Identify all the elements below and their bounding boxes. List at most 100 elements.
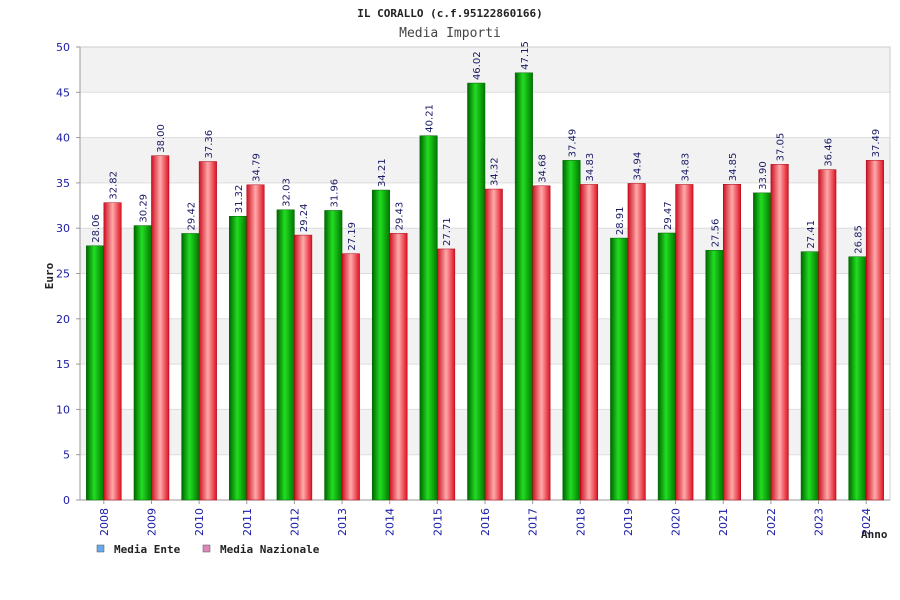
bar-media-nazionale xyxy=(722,184,741,501)
data-label: 37.05 xyxy=(776,133,787,162)
x-tick-label: 2023 xyxy=(813,508,826,536)
x-tick-label: 2008 xyxy=(98,508,111,536)
bar-media-ente xyxy=(848,256,867,501)
bar-media-nazionale xyxy=(341,253,360,501)
data-label: 37.49 xyxy=(568,129,579,158)
data-label: 34.32 xyxy=(490,157,501,186)
y-axis-ticks: 0 5 10 15 20 25 30 35 40 45 50 xyxy=(56,41,80,507)
data-label: 31.96 xyxy=(329,179,340,208)
chart-title: IL CORALLO (c.f.95122860166) xyxy=(357,7,542,20)
y-tick-label: 5 xyxy=(63,449,70,462)
bar-media-ente xyxy=(229,215,248,501)
bar-media-nazionale xyxy=(675,184,694,501)
data-label: 33.90 xyxy=(758,161,769,190)
bar-media-nazionale xyxy=(484,188,503,501)
data-label: 34.21 xyxy=(377,158,388,187)
bar-media-nazionale xyxy=(389,233,408,501)
bar-media-ente xyxy=(562,160,581,501)
data-label: 27.71 xyxy=(442,217,453,246)
x-tick-label: 2018 xyxy=(574,508,587,536)
x-tick-label: 2012 xyxy=(288,508,301,536)
bar-media-nazionale xyxy=(627,183,646,501)
data-label: 40.21 xyxy=(425,104,436,133)
x-tick-label: 2010 xyxy=(193,508,206,536)
data-label: 32.03 xyxy=(282,178,293,207)
data-label: 29.47 xyxy=(663,201,674,230)
bar-media-ente xyxy=(371,189,390,501)
data-label: 29.43 xyxy=(394,202,405,231)
bar-media-ente xyxy=(181,233,200,501)
x-tick-label: 2009 xyxy=(145,508,158,536)
x-tick-label: 2020 xyxy=(670,508,683,536)
data-label: 31.32 xyxy=(234,185,245,214)
x-tick-label: 2011 xyxy=(241,508,254,536)
y-tick-label: 25 xyxy=(56,268,70,281)
bars xyxy=(86,72,884,501)
data-label: 28.06 xyxy=(91,214,102,243)
x-tick-label: 2019 xyxy=(622,508,635,536)
y-tick-label: 30 xyxy=(56,222,70,235)
data-label: 34.68 xyxy=(537,154,548,183)
data-label: 34.85 xyxy=(728,153,739,182)
x-tick-label: 2022 xyxy=(765,508,778,536)
x-tick-label: 2024 xyxy=(860,508,873,536)
legend-swatch xyxy=(202,544,211,553)
bar-media-nazionale xyxy=(580,184,599,501)
x-axis-label: Anno xyxy=(861,528,888,541)
bar-media-ente xyxy=(419,135,438,501)
y-tick-label: 0 xyxy=(63,494,70,507)
bar-media-nazionale xyxy=(198,161,217,501)
data-label: 28.91 xyxy=(615,206,626,235)
data-label: 26.85 xyxy=(853,225,864,254)
x-tick-label: 2013 xyxy=(336,508,349,536)
legend-swatch xyxy=(96,544,105,553)
data-label: 34.83 xyxy=(585,153,596,182)
data-label: 27.19 xyxy=(347,222,358,251)
y-tick-label: 35 xyxy=(56,177,70,190)
data-label: 37.49 xyxy=(871,129,882,158)
x-tick-label: 2015 xyxy=(431,508,444,536)
data-label: 34.83 xyxy=(680,153,691,182)
bar-media-nazionale xyxy=(532,185,551,501)
chart-subtitle: Media Importi xyxy=(399,26,501,41)
bar-media-ente xyxy=(467,82,486,501)
data-label: 32.82 xyxy=(109,171,120,200)
bar-media-ente xyxy=(705,250,724,501)
bar-media-ente xyxy=(657,232,676,501)
bar-media-nazionale xyxy=(294,234,313,501)
data-label: 34.94 xyxy=(633,152,644,181)
bar-media-ente xyxy=(276,209,295,501)
data-label: 30.29 xyxy=(139,194,150,223)
x-axis-ticks: 2008 2009 2010 2011 2012 2013 2014 2015 2016 2017… xyxy=(98,500,873,536)
x-tick-label: 2014 xyxy=(384,508,397,536)
legend: Media Ente Media Nazionale xyxy=(96,543,320,556)
data-label: 38.00 xyxy=(156,124,167,153)
bar-media-nazionale xyxy=(818,169,837,501)
bar-media-nazionale xyxy=(246,184,265,501)
data-labels: 28.06 32.82 30.29 38.00 29.42 37.36 31.32 34.79… xyxy=(91,41,882,254)
bar-media-ente xyxy=(800,251,819,501)
data-label: 34.79 xyxy=(252,153,263,182)
y-tick-label: 50 xyxy=(56,41,70,54)
data-label: 29.42 xyxy=(186,202,197,231)
data-label: 46.02 xyxy=(472,51,483,80)
y-axis-label: Euro xyxy=(43,262,56,289)
data-label: 29.24 xyxy=(299,203,310,232)
data-label: 36.46 xyxy=(823,138,834,167)
x-tick-label: 2017 xyxy=(527,508,540,536)
bar-media-ente xyxy=(133,225,152,501)
bar-media-nazionale xyxy=(865,160,884,501)
y-tick-label: 15 xyxy=(56,358,70,371)
bar-media-ente xyxy=(324,210,343,501)
x-tick-label: 2021 xyxy=(717,508,730,536)
data-label: 27.56 xyxy=(710,219,721,248)
y-tick-label: 40 xyxy=(56,132,70,145)
x-tick-label: 2016 xyxy=(479,508,492,536)
bar-media-ente xyxy=(514,72,533,501)
bar-media-ente xyxy=(753,192,772,501)
bar-media-nazionale xyxy=(437,248,456,501)
y-tick-label: 45 xyxy=(56,86,70,99)
y-tick-label: 20 xyxy=(56,313,70,326)
bar-media-nazionale xyxy=(770,164,789,501)
